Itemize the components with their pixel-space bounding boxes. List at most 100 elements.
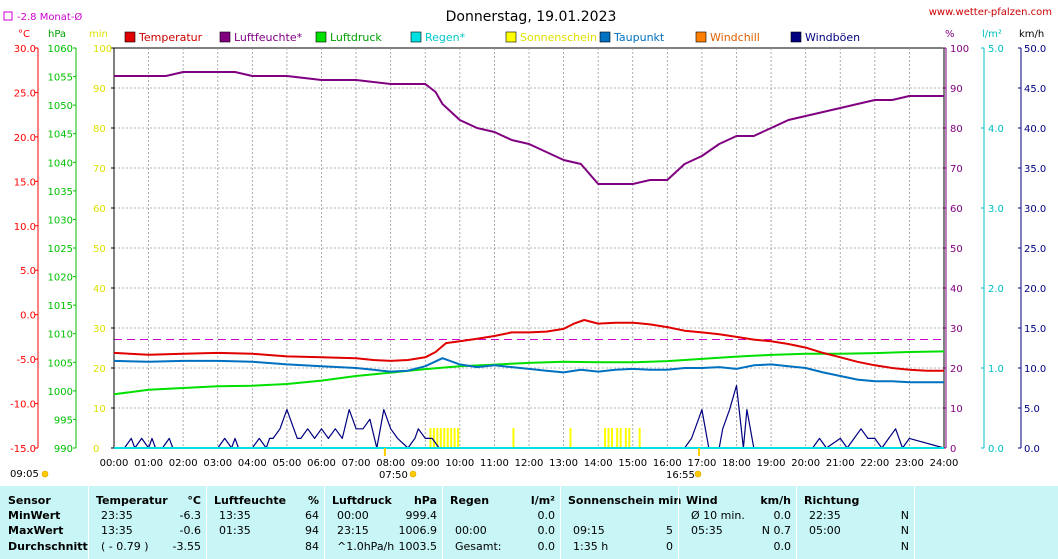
stats-value: 0 (666, 540, 673, 553)
series-line-luftdruck (113, 350, 945, 396)
stats-header: Richtung (804, 494, 860, 507)
series-line-temperatur (113, 319, 944, 372)
stats-row-label: MaxWert (8, 524, 64, 537)
stats-value: N (900, 524, 909, 537)
tick-label-min: 30 (93, 324, 106, 335)
sunshine-bar (453, 428, 456, 448)
x-tick-label: 19:00 (757, 458, 786, 469)
chart-series (113, 71, 945, 449)
stats-time: 13:35 (219, 509, 251, 522)
sunset-icon (694, 470, 702, 478)
sunshine-bar (436, 428, 439, 448)
tick-label-lm2: 5.0 (988, 44, 1004, 55)
tick-label-lm2: 0.0 (988, 444, 1004, 455)
stats-time: 1:35 h (573, 540, 609, 553)
tick-label-hpa: 1040 (48, 158, 73, 169)
tick-label-percent: 20 (950, 364, 963, 375)
stats-col-luftfeuchte: Luftfeuchte% 13:35 64 01:35 94 84 (206, 486, 325, 559)
stats-unit: km/h (760, 494, 791, 507)
sunshine-bar (611, 428, 613, 448)
legend-swatch-windchill (695, 31, 707, 43)
x-tick-label: 02:00 (169, 458, 198, 469)
x-tick-label: 05:00 (273, 458, 302, 469)
stats-unit: % (307, 494, 319, 507)
sunshine-bar (616, 428, 619, 448)
tick-label-hpa: 1030 (48, 215, 73, 226)
stats-row-label: Durchschnitt (8, 540, 88, 553)
chart-axes: 30.0 25.0 20.0 15.0 10.0 5.0 0.0 -5.0 -10.0 -15.0… (10, 44, 1046, 469)
legend-label-sonnenschein: Sonnenschein (520, 31, 597, 44)
tick-label-hpa: 1045 (48, 130, 73, 141)
unit-percent: % (945, 29, 955, 40)
tick-label-hpa: 1060 (48, 44, 73, 55)
legend-swatch-sonnenschein (505, 31, 517, 43)
tick-label-percent: 10 (950, 404, 963, 415)
tick-label-celsius: 30.0 (14, 44, 36, 55)
tick-label-hpa: 1005 (48, 358, 73, 369)
stats-time: 22:35 (809, 509, 841, 522)
stats-col-richtung: Richtung 22:35 N 05:00 N N (796, 486, 915, 559)
stats-value: 84 (305, 540, 319, 553)
series-line-luftfeuchte (114, 71, 944, 185)
tick-label-kmh: 35.0 (1024, 164, 1046, 175)
x-tick-label: 14:00 (584, 458, 613, 469)
sun-markers: 09:05 07:50 16:55 (10, 448, 702, 481)
website-link[interactable]: www.wetter-pfalzen.com (929, 7, 1052, 18)
stats-time: Ø 10 min. (691, 509, 745, 522)
stats-col-temperatur: Temperatur °C 23:35 -6.3 13:35 -0.6 ( - 0.79 )… (88, 486, 207, 559)
stats-value: 1006.9 (398, 524, 438, 537)
stats-time: 05:00 (809, 524, 841, 537)
legend-swatch-luftfeuchte (219, 31, 231, 43)
tick-label-celsius: 0.0 (20, 311, 36, 322)
tick-label-percent: 40 (950, 284, 963, 295)
tick-label-celsius: -5.0 (16, 355, 36, 366)
tick-label-lm2: 3.0 (988, 204, 1004, 215)
tick-label-celsius: 10.0 (14, 222, 36, 233)
x-tick-label: 07:00 (342, 458, 371, 469)
legend-swatch-temperatur (124, 31, 136, 43)
stats-header: Luftfeuchte (214, 494, 287, 507)
tick-label-hpa: 1010 (48, 330, 73, 341)
tick-label-celsius: 5.0 (20, 266, 36, 277)
stats-time: 23:35 (101, 509, 133, 522)
unit-hpa: hPa (48, 29, 66, 40)
stats-header: Temperatur (96, 494, 168, 507)
tick-label-percent: 80 (950, 124, 963, 135)
stats-value: 0.0 (773, 540, 792, 553)
x-tick-label: 00:00 (100, 458, 129, 469)
x-tick-label: 08:00 (376, 458, 405, 469)
tick-label-celsius: 25.0 (14, 88, 36, 99)
stats-header: Luftdruck (332, 494, 392, 507)
stats-time: 00:00 (337, 509, 369, 522)
unit-kmh: km/h (1019, 29, 1044, 40)
stats-col-empty (914, 486, 1058, 559)
stats-value: 0.0 (537, 509, 556, 522)
x-tick-label: 12:00 (515, 458, 544, 469)
x-tick-label: 20:00 (791, 458, 820, 469)
x-tick-label: 16:00 (653, 458, 682, 469)
stats-header: Sensor (8, 494, 51, 507)
stats-time: 09:15 (573, 524, 605, 537)
sunshine-bar (512, 428, 515, 448)
tick-label-percent: 50 (950, 244, 963, 255)
legend-label-windboeen: Windböen (805, 31, 860, 44)
sunshine-bar (450, 428, 453, 448)
sunshine-bar (604, 428, 607, 448)
legend-swatch-taupunkt (599, 31, 611, 43)
x-tick-label: 13:00 (549, 458, 578, 469)
legend-label-luftfeuchte: Luftfeuchte* (234, 31, 303, 44)
stats-unit: hPa (413, 494, 437, 507)
tick-label-lm2: 1.0 (988, 364, 1004, 375)
tick-label-percent: 30 (950, 324, 963, 335)
month-avg-marker (3, 11, 13, 21)
legend-label-luftdruck: Luftdruck (330, 31, 382, 44)
x-tick-label: 11:00 (480, 458, 509, 469)
stats-value: 0.0 (537, 524, 556, 537)
stats-value: N (900, 540, 909, 553)
tick-label-min: 60 (93, 204, 106, 215)
legend-swatch-luftdruck (315, 31, 327, 43)
legend-swatch-regen (410, 31, 422, 43)
stats-time: ^1.0hPa/h (337, 540, 395, 553)
unit-min: min (89, 29, 108, 40)
legend-swatch-windboeen (790, 31, 802, 43)
